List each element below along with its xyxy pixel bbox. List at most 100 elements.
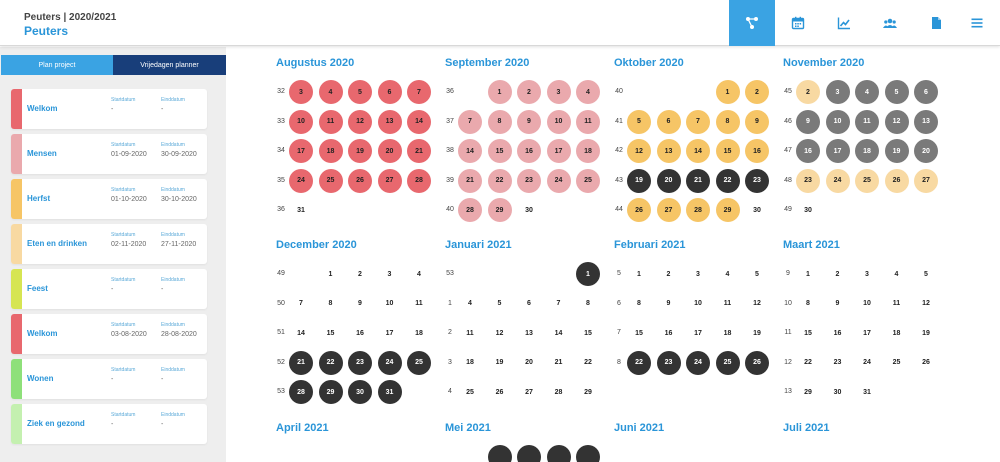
calendar-day[interactable]: 3 <box>387 270 392 278</box>
calendar-day[interactable]: 17 <box>289 139 313 163</box>
calendar-day[interactable]: 5 <box>497 300 502 307</box>
calendar-day[interactable]: 10 <box>289 109 313 134</box>
calendar-day[interactable]: 10 <box>546 109 571 134</box>
calendar-day[interactable]: 28 <box>458 198 482 222</box>
calendar-day[interactable]: 28 <box>686 198 710 222</box>
calendar-day[interactable]: 23 <box>348 350 372 375</box>
calendar-day[interactable]: 4 <box>468 300 472 307</box>
nav-menu-button[interactable] <box>954 0 1000 46</box>
calendar-day[interactable]: 26 <box>745 350 769 375</box>
calendar-day[interactable]: 5 <box>884 80 909 104</box>
calendar-day[interactable]: 24 <box>863 359 871 366</box>
calendar-day[interactable]: 25 <box>318 168 343 193</box>
calendar-day[interactable]: 18 <box>855 139 879 163</box>
calendar-day[interactable] <box>576 445 600 462</box>
calendar-day[interactable]: 6 <box>914 80 938 104</box>
calendar-day[interactable]: 7 <box>556 300 561 307</box>
calendar-day[interactable]: 20 <box>914 139 938 163</box>
calendar-day[interactable]: 9 <box>796 109 820 134</box>
calendar-day[interactable]: 24 <box>686 350 710 375</box>
calendar-day[interactable]: 20 <box>525 359 533 366</box>
calendar-day[interactable]: 11 <box>892 300 901 307</box>
calendar-day[interactable]: 24 <box>377 350 402 375</box>
calendar-day[interactable]: 16 <box>745 139 769 163</box>
calendar-day[interactable]: 30 <box>348 380 372 404</box>
calendar-day[interactable]: 9 <box>358 300 362 307</box>
calendar-day[interactable]: 23 <box>517 168 541 193</box>
calendar-day[interactable]: 22 <box>318 350 343 375</box>
calendar-day[interactable]: 11 <box>318 109 343 134</box>
calendar-day[interactable]: 30 <box>753 206 761 214</box>
calendar-day[interactable]: 17 <box>825 139 850 163</box>
calendar-day[interactable]: 8 <box>715 109 740 134</box>
calendar-day[interactable]: 4 <box>318 80 343 104</box>
nav-network-button[interactable] <box>729 0 775 46</box>
calendar-day[interactable]: 6 <box>377 80 402 104</box>
calendar-day[interactable]: 6 <box>656 109 681 134</box>
calendar-day[interactable]: 17 <box>694 329 702 337</box>
calendar-day[interactable]: 21 <box>407 139 431 163</box>
nav-document-button[interactable] <box>913 0 959 46</box>
calendar-day[interactable]: 13 <box>525 329 533 337</box>
calendar-day[interactable]: 30 <box>833 388 842 396</box>
calendar-day[interactable]: 16 <box>664 329 673 337</box>
calendar-day[interactable]: 12 <box>627 139 651 163</box>
calendar-day[interactable]: 15 <box>635 329 643 337</box>
calendar-day[interactable]: 29 <box>318 380 343 404</box>
calendar-day[interactable]: 8 <box>328 300 333 307</box>
calendar-day[interactable]: 16 <box>833 329 842 337</box>
calendar-day[interactable]: 25 <box>855 168 879 193</box>
calendar-day[interactable]: 8 <box>637 300 641 307</box>
calendar-day[interactable]: 15 <box>487 139 512 163</box>
project-card[interactable]: Eten en drinken Startdatum Einddatum 02-11-… <box>11 224 207 264</box>
calendar-day[interactable]: 29 <box>715 198 740 222</box>
calendar-day[interactable]: 15 <box>584 329 592 337</box>
calendar-day[interactable]: 4 <box>894 270 899 278</box>
calendar-day[interactable]: 3 <box>865 270 869 278</box>
tab-plan-project[interactable]: Plan project <box>1 55 113 75</box>
calendar-day[interactable]: 13 <box>914 109 938 134</box>
calendar-day[interactable]: 28 <box>554 388 563 396</box>
calendar-day[interactable]: 23 <box>745 168 769 193</box>
calendar-day[interactable]: 2 <box>358 270 362 278</box>
calendar-day[interactable]: 27 <box>914 168 938 193</box>
calendar-day[interactable]: 21 <box>686 168 710 193</box>
calendar-day[interactable]: 25 <box>407 350 431 375</box>
calendar-day[interactable]: 23 <box>833 359 842 366</box>
calendar-day[interactable]: 4 <box>417 270 421 278</box>
calendar-day[interactable]: 27 <box>656 198 681 222</box>
calendar-day[interactable]: 10 <box>825 109 850 134</box>
calendar-day[interactable]: 23 <box>656 350 681 375</box>
calendar-day[interactable]: 16 <box>356 329 364 337</box>
calendar-day[interactable]: 7 <box>686 109 710 134</box>
calendar-day[interactable]: 22 <box>487 168 512 193</box>
project-card[interactable]: Ziek en gezond Startdatum Einddatum - - <box>11 404 207 444</box>
project-card[interactable]: Wonen Startdatum Einddatum - - <box>11 359 207 399</box>
calendar-day[interactable]: 19 <box>922 329 930 337</box>
calendar-day[interactable]: 3 <box>546 80 571 104</box>
calendar-day[interactable]: 5 <box>627 109 651 134</box>
calendar-day[interactable]: 7 <box>458 109 482 134</box>
calendar-day[interactable]: 22 <box>804 359 812 366</box>
calendar-day[interactable]: 25 <box>892 359 901 366</box>
calendar-day[interactable]: 14 <box>554 329 563 337</box>
calendar-day[interactable] <box>487 445 512 462</box>
calendar-day[interactable]: 1 <box>637 270 641 278</box>
calendar-day[interactable]: 18 <box>466 359 474 366</box>
calendar-day[interactable]: 21 <box>458 168 482 193</box>
calendar-day[interactable]: 13 <box>377 109 402 134</box>
calendar-day[interactable]: 26 <box>627 198 651 222</box>
calendar-day[interactable]: 24 <box>825 168 850 193</box>
calendar-day[interactable]: 12 <box>495 329 504 337</box>
calendar-day[interactable]: 15 <box>715 139 740 163</box>
nav-users-button[interactable] <box>867 0 913 46</box>
calendar-day[interactable]: 13 <box>656 139 681 163</box>
project-card[interactable]: Welkom Startdatum Einddatum - - <box>11 89 207 129</box>
calendar-day[interactable]: 11 <box>415 300 423 307</box>
calendar-day[interactable]: 1 <box>715 80 740 104</box>
calendar-day[interactable]: 26 <box>884 168 909 193</box>
calendar-day[interactable]: 27 <box>377 168 402 193</box>
calendar-day[interactable]: 21 <box>554 359 563 366</box>
calendar-day[interactable]: 21 <box>289 350 313 375</box>
calendar-day[interactable]: 15 <box>804 329 812 337</box>
